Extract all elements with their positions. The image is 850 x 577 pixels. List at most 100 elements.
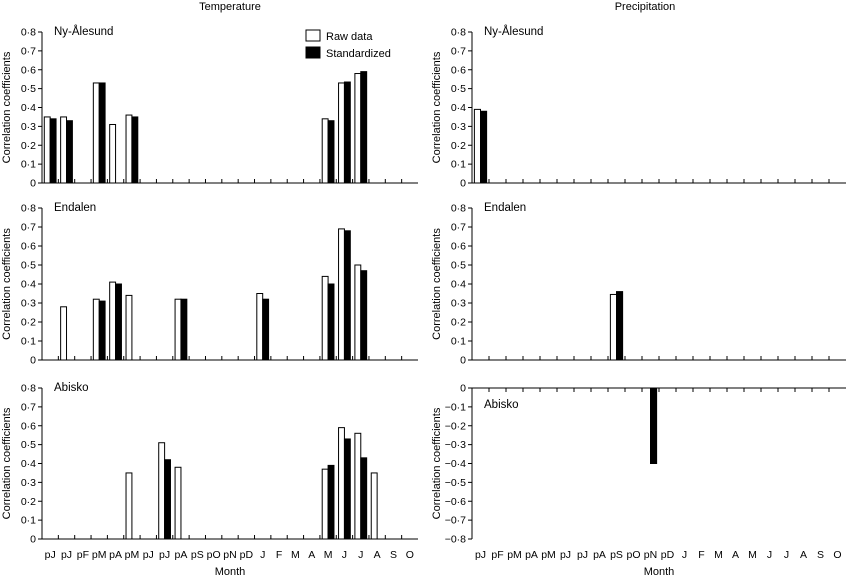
bar-standardized <box>164 459 171 540</box>
x-tick-label: pJ <box>61 549 72 561</box>
y-axis-title: Correlation coefficients <box>1 228 13 340</box>
x-tick-label: F <box>698 549 704 561</box>
bar-raw <box>370 472 378 540</box>
bar-raw <box>321 275 329 361</box>
y-axis-title: Correlation coefficients <box>1 51 13 163</box>
panel-precipitation-ny-alesund: 0 0·1 0·2 0·3 0·4 0·5 0·6 0·7 0·8 Correlation coe… <box>431 25 846 190</box>
bar-standardized <box>360 457 368 540</box>
x-tick-label: pJ <box>45 549 56 561</box>
bar-standardized <box>343 230 351 361</box>
site-label-abisko: Abisko <box>54 382 89 394</box>
x-tick-label: pJ <box>560 549 571 561</box>
y-tick-label: 0·7 <box>451 45 466 57</box>
y-tick-label: 0·3 <box>451 121 466 133</box>
bar-standardized <box>180 298 188 361</box>
y-tick-label: 0·2 <box>21 140 36 152</box>
y-tick-label: 0·4 <box>451 279 466 291</box>
y-tick-label: 0·7 <box>21 45 36 57</box>
panel-precipitation-endalen: 0 0·1 0·2 0·3 0·4 0·5 0·6 0·7 0·8 Correlation coe… <box>431 202 846 367</box>
y-tick-label: 0 <box>30 534 36 546</box>
y-tick-label: 0·6 <box>21 241 36 253</box>
bar-standardized <box>115 283 122 361</box>
y-tick-label: 0·4 <box>21 102 36 114</box>
y-tick-label: 0·5 <box>451 83 466 95</box>
bar-raw <box>338 427 345 540</box>
y-tick-label: 0 <box>460 178 466 190</box>
x-tick-label: S <box>817 549 824 561</box>
bar-raw <box>338 228 345 361</box>
x-tick-label: pA <box>109 549 122 561</box>
panel-temperature-endalen: 0 0·1 0·2 0·3 0·4 0·5 0·6 0·7 0·8 Correlation coe… <box>1 202 418 367</box>
y-axis-title: Correlation coefficients <box>1 407 13 519</box>
y-tick-label: 0·2 <box>451 317 466 329</box>
bar-raw <box>354 264 362 361</box>
bar-standardized <box>650 387 658 464</box>
y-tick-label: −0·4 <box>445 458 466 470</box>
bar-raw <box>60 116 68 184</box>
y-axis-title: Correlation coefficients <box>431 407 443 519</box>
y-tick-label: −0·2 <box>445 420 466 432</box>
site-label-ny-alesund: Ny-Ålesund <box>54 25 113 38</box>
y-tick-label: 0·4 <box>451 102 466 114</box>
bar-raw <box>354 432 362 540</box>
y-tick-label: 0·3 <box>21 477 36 489</box>
x-tick-label: pO <box>626 549 640 561</box>
bar-raw <box>473 108 482 184</box>
y-axis-title: Correlation coefficients <box>431 51 443 163</box>
y-tick-label: 0 <box>460 383 466 395</box>
panel-precipitation-abisko: −0·8 −0·7 −0·6 −0·5 −0·4 −0·3 −0·2 −0·1 0 Correla… <box>431 383 846 577</box>
bar-standardized <box>616 291 624 361</box>
bar-standardized <box>327 283 335 361</box>
x-tick-label: O <box>833 549 841 561</box>
x-tick-label: M <box>291 549 300 561</box>
x-tick-label: pS <box>610 549 623 561</box>
x-axis-title: Month <box>644 566 675 577</box>
bar-standardized <box>327 464 335 540</box>
x-tick-label: M <box>324 549 333 561</box>
x-tick-label: J <box>767 549 772 561</box>
y-tick-label: 0·5 <box>451 260 466 272</box>
y-tick-label: 0·1 <box>21 336 36 348</box>
y-tick-label: −0·6 <box>445 496 466 508</box>
legend-label-standardized: Standardized <box>326 48 391 60</box>
y-tick-label: 0 <box>30 355 36 367</box>
bar-standardized <box>360 270 368 361</box>
y-tick-label: 0·4 <box>21 279 36 291</box>
y-tick-label: 0·7 <box>21 222 36 234</box>
x-tick-label: O <box>406 549 414 561</box>
y-tick-label: 0 <box>460 355 466 367</box>
legend: Raw data Standardized <box>305 29 391 60</box>
panel-temperature-abisko: 0 0·1 0·2 0·3 0·4 0·5 0·6 0·7 0·8 Correlation coe… <box>1 382 418 577</box>
x-tick-label: pJ <box>475 549 486 561</box>
x-tick-label: pA <box>175 549 188 561</box>
bar-raw <box>174 466 182 540</box>
bar-raw <box>43 116 51 184</box>
y-tick-label: 0·3 <box>451 298 466 310</box>
y-tick-label: −0·7 <box>445 515 466 527</box>
bar-standardized <box>343 81 351 184</box>
site-label-endalen: Endalen <box>54 202 96 214</box>
y-tick-label: 0·7 <box>21 401 36 413</box>
x-tick-label: pJ <box>143 549 154 561</box>
y-tick-label: 0·6 <box>21 64 36 76</box>
x-tick-label: A <box>732 549 739 561</box>
y-tick-label: 0·8 <box>451 27 466 39</box>
x-tick-label: A <box>374 549 381 561</box>
bar-standardized <box>360 71 368 184</box>
x-tick-label: pD <box>240 549 254 561</box>
bar-raw <box>109 123 117 184</box>
y-tick-label: −0·1 <box>445 401 466 413</box>
y-tick-label: 0·8 <box>21 203 36 215</box>
x-tick-label: A <box>308 549 315 561</box>
x-tick-label: J <box>784 549 789 561</box>
x-tick-label: pS <box>191 549 204 561</box>
x-tick-label: M <box>714 549 723 561</box>
x-tick-label: pM <box>125 549 140 561</box>
y-tick-label: 0·3 <box>21 121 36 133</box>
bar-standardized <box>343 438 351 540</box>
x-tick-label: pM <box>541 549 556 561</box>
column-title-temperature: Temperature <box>199 1 261 13</box>
site-label-abisko: Abisko <box>484 399 519 411</box>
x-tick-label: pM <box>92 549 107 561</box>
y-tick-label: 0·2 <box>21 496 36 508</box>
